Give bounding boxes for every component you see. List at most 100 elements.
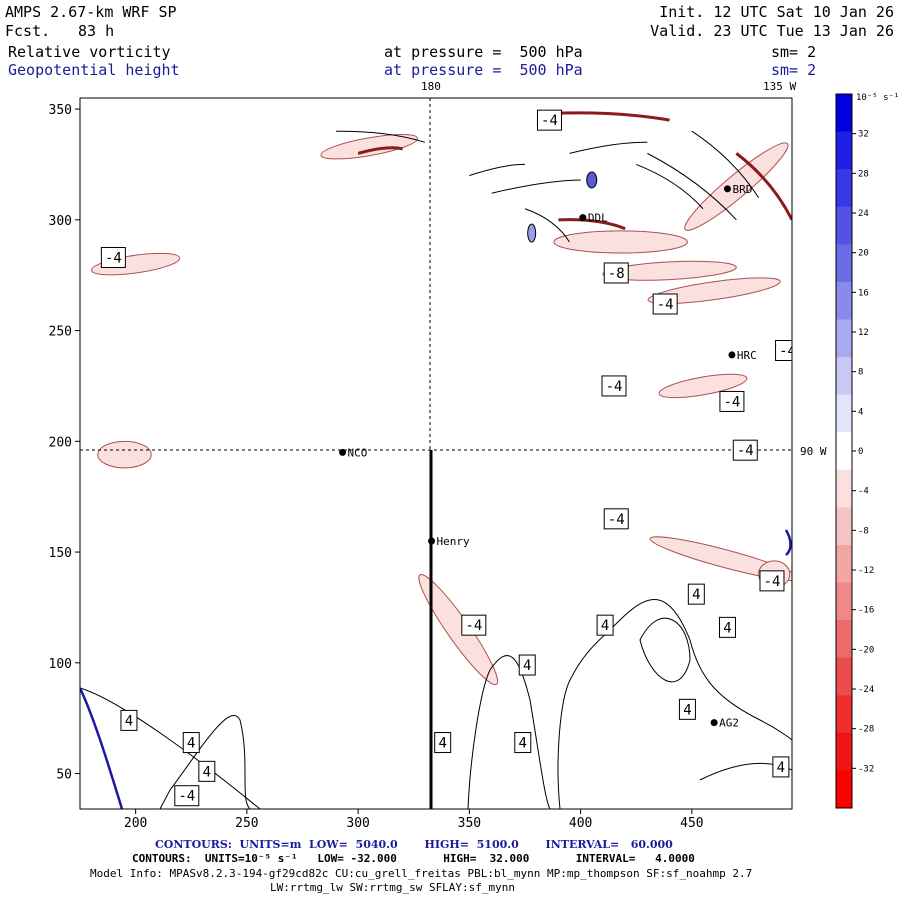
y-tick-label: 250 [49, 325, 72, 340]
contour-label-box [518, 654, 536, 676]
vorticity-contour-line [469, 163, 526, 176]
station-label: AG2 [719, 717, 739, 730]
contour-label: -4 [465, 618, 482, 634]
contour-label-box [772, 756, 790, 778]
colorbar-tick-label: 20 [858, 249, 869, 259]
station-marker [428, 537, 436, 545]
contour-label-box [732, 439, 758, 461]
contour-label: -4 [541, 113, 558, 129]
contour-label: 4 [523, 658, 531, 674]
meridian-90w-label: 90 W [800, 445, 827, 458]
contour-label: 4 [187, 736, 195, 752]
vorticity-negative-patch [418, 574, 499, 686]
contour-label: -4 [105, 250, 122, 266]
colorbar-tick-label: -32 [858, 764, 874, 774]
contour-label: -4 [764, 574, 781, 590]
x-tick-label: 300 [346, 816, 369, 831]
vorticity-contour-line [636, 163, 704, 210]
station-label: DDL [588, 212, 608, 225]
field2-level: at pressure = 500 hPa [384, 61, 583, 79]
colorbar-tick-label: 0 [858, 447, 863, 457]
station-marker [710, 719, 718, 727]
contour-label-box [678, 698, 696, 720]
contour-label-box [719, 390, 745, 412]
colorbar-tick-label: -20 [858, 645, 874, 655]
colorbar-tick-label: 24 [858, 209, 869, 219]
field1-name: Relative vorticity [8, 43, 171, 61]
contour-label: -8 [608, 266, 625, 282]
contour-label-box [596, 614, 614, 636]
contour-label: 4 [601, 618, 609, 634]
contour-label-box [120, 709, 138, 731]
y-tick-label: 150 [49, 546, 72, 561]
colorbar-tick-label: 28 [858, 169, 869, 179]
colorbar-segment [836, 169, 852, 208]
colorbar-segment [836, 620, 852, 659]
contour-label: -4 [606, 379, 623, 395]
contour-label: -4 [608, 512, 625, 528]
vorticity-positive-contour [80, 687, 261, 809]
forecast-label: Fcst. [5, 22, 51, 40]
positive-vorticity-center [527, 223, 537, 243]
contour-label: 4 [723, 620, 731, 636]
contour-label-box [174, 785, 200, 807]
vorticity-contour-line [335, 130, 426, 143]
colorbar-segment [836, 507, 852, 546]
vorticity-contour-line [691, 130, 760, 198]
x-tick-label: 450 [680, 816, 703, 831]
forecast-hour: 83 h [78, 22, 115, 40]
station-label: NCO [348, 446, 368, 459]
height-contours-info: CONTOURS: UNITS=m LOW= 5040.0 HIGH= 5100… [155, 838, 673, 851]
x-tick-label: 350 [458, 816, 481, 831]
vorticity-contour-line [547, 111, 670, 122]
vorticity-negative-patch [647, 277, 781, 304]
colorbar-segment [836, 544, 852, 584]
colorbar-segment [836, 244, 852, 283]
contour-label: -4 [657, 297, 674, 313]
contour-label: 4 [777, 760, 785, 776]
colorbar-segment [836, 469, 852, 508]
colorbar-segment [836, 394, 852, 433]
contour-label-box [182, 732, 200, 754]
field1-level: at pressure = 500 hPa [384, 43, 583, 61]
contour-label: 4 [692, 587, 700, 603]
vorticity-contour-line [491, 179, 581, 194]
y-tick-label: 200 [49, 435, 72, 450]
meridian-135w-label: 135 W [763, 80, 797, 93]
contour-label-box [514, 732, 532, 754]
colorbar-tick-label: 4 [858, 407, 863, 417]
colorbar-tick-label: 8 [858, 368, 863, 378]
contour-label-box [603, 262, 629, 284]
valid-time: Valid. 23 UTC Tue 13 Jan 26 [650, 22, 894, 40]
colorbar-tick-label: -28 [858, 725, 874, 735]
vorticity-negative-patch [553, 230, 688, 254]
vorticity-negative-patch [684, 142, 789, 231]
x-tick-label: 250 [235, 816, 258, 831]
contour-label-box [198, 760, 216, 782]
vorticity-positive-contour [159, 714, 251, 809]
colorbar-segment [836, 732, 852, 771]
station-marker [579, 214, 587, 222]
field2-name: Geopotential height [8, 61, 180, 79]
contour-label: -4 [178, 789, 195, 805]
contour-label: 4 [519, 736, 527, 752]
x-tick-label: 400 [569, 816, 592, 831]
colorbar-segment [836, 281, 852, 320]
vorticity-contours-info: CONTOURS: UNITS=10⁻⁵ s⁻¹ LOW= -32.000 HI… [132, 852, 695, 865]
vorticity-contour-line [647, 152, 737, 221]
model-title: AMPS 2.67-km WRF SP [5, 3, 177, 21]
colorbar-segment [836, 657, 852, 696]
vorticity-contour-line [357, 146, 404, 155]
contour-label: 4 [203, 764, 211, 780]
colorbar-segment [836, 432, 852, 471]
vorticity-positive-contour [557, 599, 792, 809]
field2-smoothing: sm= 2 [771, 61, 817, 79]
y-tick-label: 50 [56, 768, 72, 783]
geopotential-height-contour [80, 687, 124, 809]
vorticity-contour-line [735, 152, 792, 221]
colorbar-segment [836, 94, 852, 133]
station-marker [728, 351, 736, 359]
vorticity-positive-contour [639, 617, 691, 683]
vorticity-contour-line [569, 141, 648, 154]
colorbar-tick-label: 32 [858, 130, 869, 140]
